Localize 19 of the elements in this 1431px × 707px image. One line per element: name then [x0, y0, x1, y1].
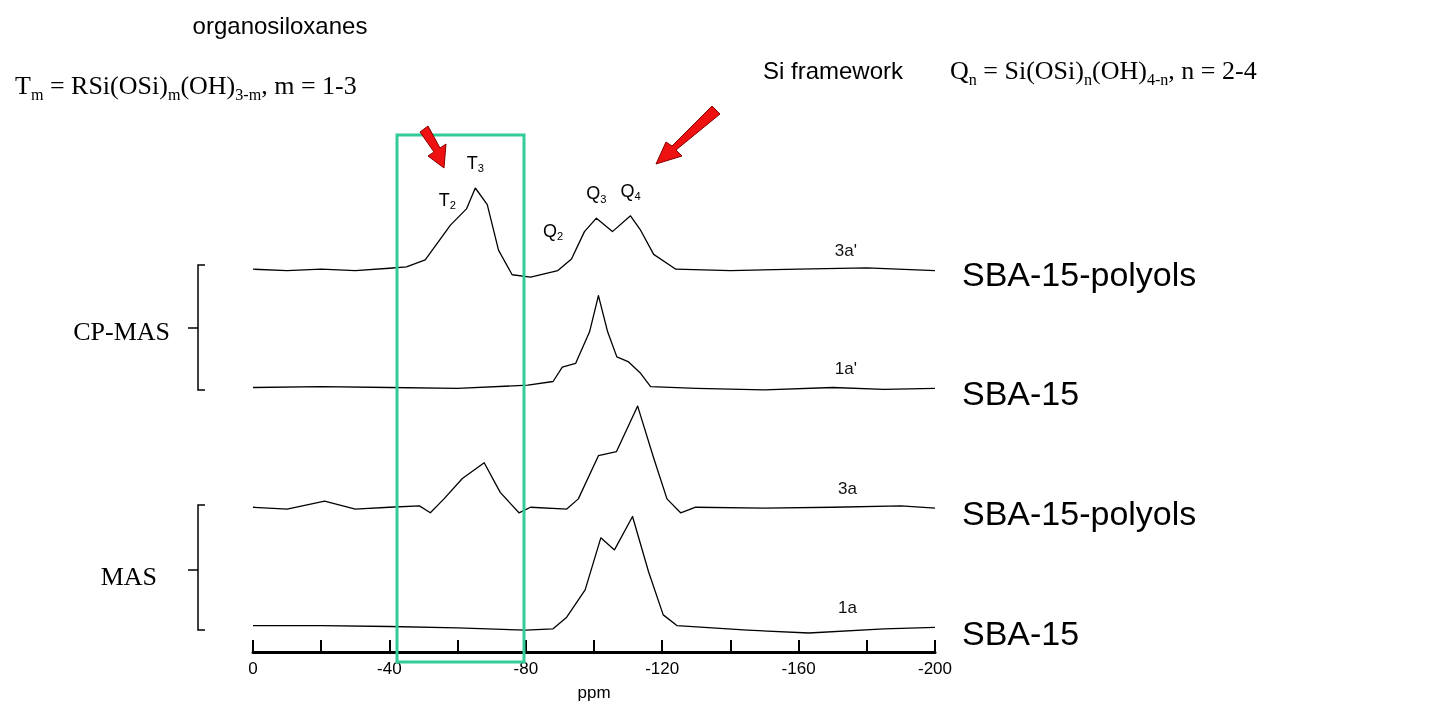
- x-tick-label: -80: [513, 659, 539, 678]
- x-tick-label: -200: [917, 659, 953, 678]
- annotation: SBA-15-polyols: [962, 255, 1197, 294]
- x-axis-title: ppm: [577, 683, 611, 702]
- text: Si framework: [762, 57, 905, 85]
- series-label: 3a: [838, 478, 858, 498]
- x-tick-label: 0: [248, 659, 258, 678]
- annotation: SBA-15: [962, 373, 1080, 412]
- text: organosiloxanes: [192, 12, 368, 40]
- x-tick-label: -120: [645, 659, 680, 678]
- text: CP-MAS: [73, 317, 170, 347]
- annotation: SBA-15-polyols: [962, 494, 1197, 533]
- annotation: SBA-15: [962, 613, 1080, 652]
- text: MAS: [100, 562, 157, 592]
- x-tick-label: -40: [377, 659, 402, 678]
- series-label: 1a': [834, 358, 857, 378]
- series-label: 1a: [838, 597, 858, 617]
- series-label: 3a': [834, 241, 857, 261]
- x-tick-label: -160: [781, 659, 816, 678]
